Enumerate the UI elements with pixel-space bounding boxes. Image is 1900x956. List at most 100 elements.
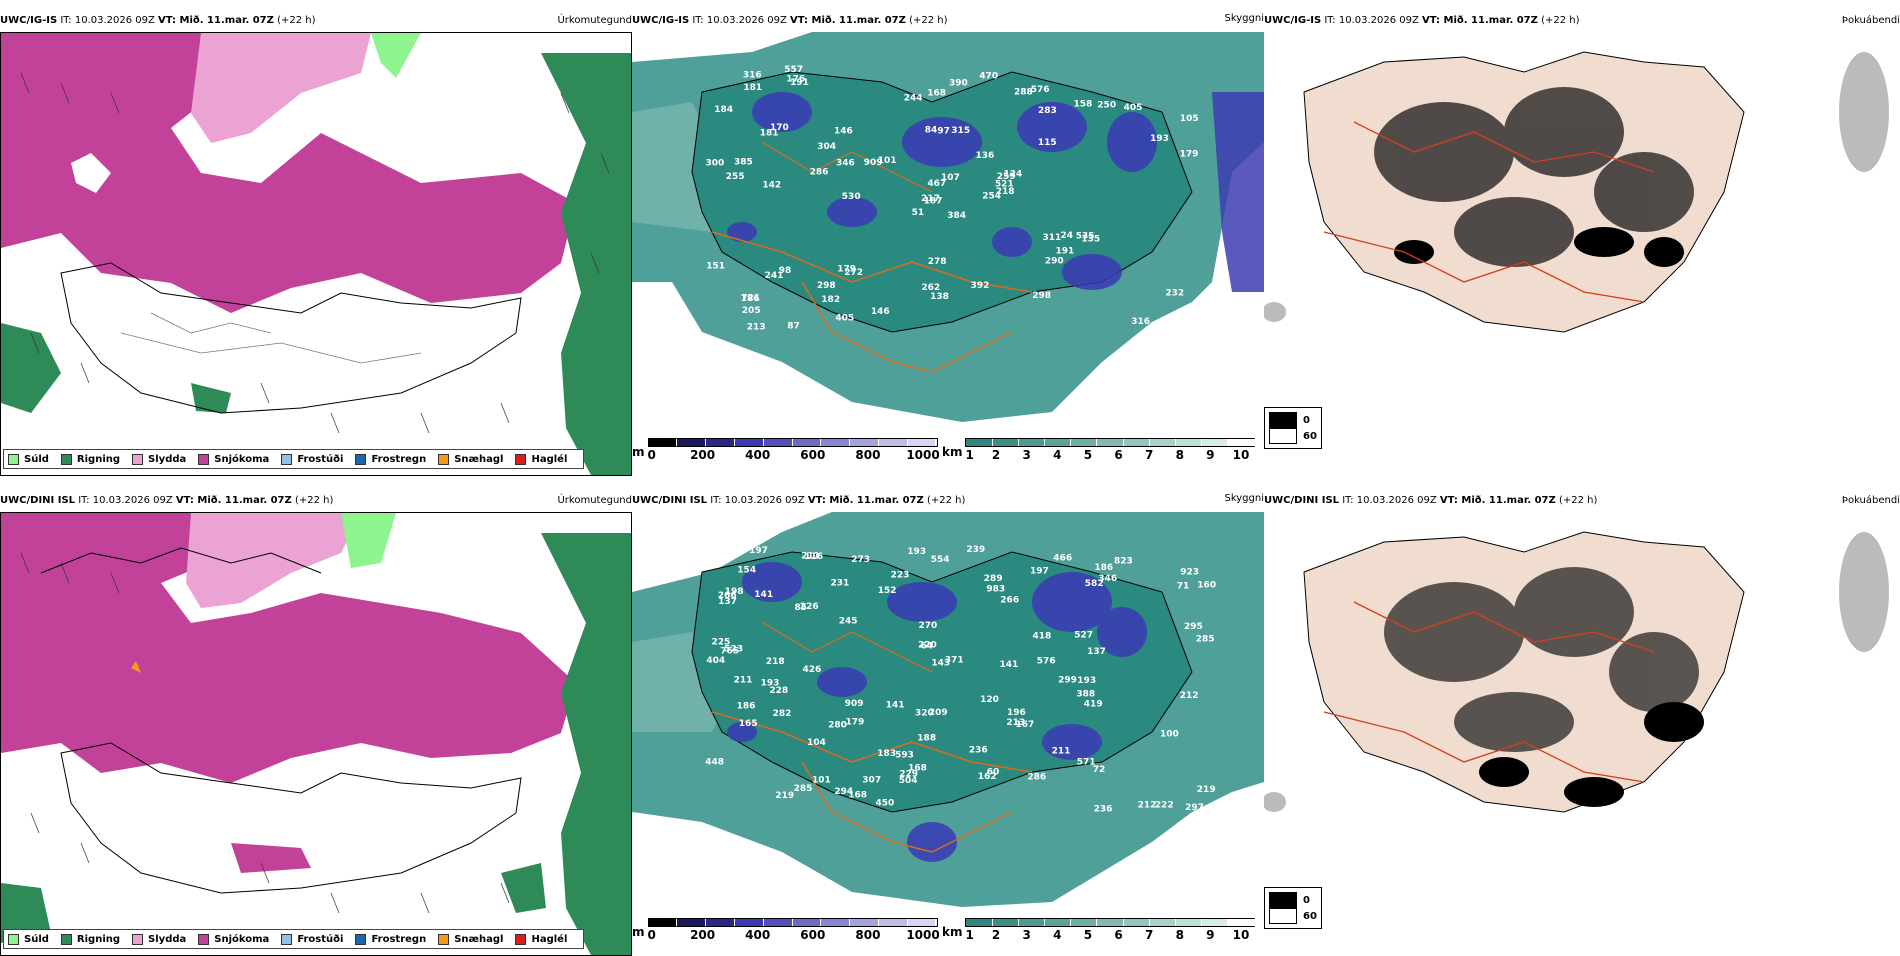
cloud-base-label: 154 [737, 565, 756, 575]
cloud-base-label: 98 [779, 266, 792, 276]
precip-panel-igis: UWC/IG-IS IT: 10.03.2026 09Z VT: Mið. 11… [0, 14, 632, 476]
fog-roads [1323, 711, 1645, 783]
colorbar-tick: 800 [855, 448, 881, 462]
precip-type-legend: Súld Rigning Slydda Snjókoma Frostúði Fr… [3, 449, 585, 469]
panel-title: Skyggni [1224, 493, 1264, 504]
colorbar-segment [1202, 919, 1229, 926]
fog-roads [1323, 231, 1645, 303]
rain-area-east [541, 533, 631, 955]
colorbar-tick: 600 [800, 928, 826, 942]
panel-header: UWC/IG-IS IT: 10.03.2026 09Z VT: Mið. 11… [0, 15, 316, 26]
colorbar-segment [1228, 439, 1255, 446]
visibility-colorbar: km 1 2 3 4 5 6 7 8 9 10 [942, 438, 1256, 462]
fog-panel-dini: UWC/DINI ISL IT: 10.03.2026 09Z VT: Mið.… [1264, 494, 1900, 944]
cloud-base-label: 467 [927, 179, 946, 189]
cloud-base-label: 141 [754, 590, 773, 600]
colorbar-tick: 1 [965, 928, 974, 942]
cloud-base-label: 176 [786, 75, 805, 85]
cloud-base-labels: 384 181 187 721 259 272 576 315 283 254 191 207 142 1… [706, 65, 1199, 332]
legend-item-drizzle: Súld [8, 933, 49, 945]
snow-area [1, 513, 576, 783]
colorbar-tick: 6 [1114, 928, 1123, 942]
cloud-base-label: 909 [864, 158, 883, 168]
colorbar-tick: 1000 [906, 448, 940, 462]
cloud-base-label: 51 [912, 208, 925, 218]
colorbar-tick: 3 [1022, 448, 1031, 462]
cloud-base-label: 228 [769, 686, 788, 696]
cloud-base-label: 212 [1138, 800, 1157, 810]
cloud-base-label: 162 [978, 772, 997, 782]
cloud-base-label: 211 [1052, 746, 1071, 756]
cloud-base-label: 191 [1056, 246, 1075, 256]
fog-indicator-map[interactable] [1264, 32, 1900, 436]
colorbar-segment [907, 439, 937, 446]
colorbar-tick: 0 [647, 928, 656, 942]
cloud-base-label: 193 [761, 679, 780, 689]
colorbar-segment [1071, 919, 1098, 926]
fog-legend-high: 0 [1269, 412, 1317, 428]
cloud-base-label: 168 [908, 764, 927, 774]
fog-legend-high: 0 [1269, 892, 1317, 908]
colorbar-segment [734, 919, 764, 926]
cloud-base-label: 222 [1155, 801, 1174, 811]
colorbar-segment [706, 439, 735, 446]
colorbar-segment [966, 439, 993, 446]
cloud-base-label: 346 [836, 158, 855, 168]
colorbar-segment [966, 919, 993, 926]
precip-map[interactable]: Súld Rigning Slydda Snjókoma Frostúði Fr… [0, 32, 632, 476]
cloud-base-label: 232 [1165, 289, 1184, 299]
cloud-base-label: 168 [848, 790, 867, 800]
fog-legend-low: 60 [1269, 908, 1317, 924]
cloud-base-label: 419 [1084, 699, 1103, 709]
cloud-base-label: 557 [784, 65, 803, 75]
colorbar-tick: 1000 [906, 928, 940, 942]
colorbar-segment [1149, 919, 1176, 926]
cloud-base-label: 300 [706, 159, 725, 169]
fog-indicator-map[interactable] [1264, 512, 1900, 916]
cloud-base-label: 316 [743, 71, 762, 81]
colorbar-segment [1228, 919, 1255, 926]
cloud-base-label: 212 [1180, 691, 1199, 701]
colorbar-segment [907, 919, 937, 926]
cloud-base-colorbar: m 0 200 400 600 800 1000 [632, 918, 940, 942]
panel-title: Úrkomutegund [557, 15, 632, 26]
colorbar-segment [763, 439, 793, 446]
cloud-base-label: 278 [928, 257, 947, 267]
cloud-base-label: 282 [773, 709, 792, 719]
colorbar-segment [850, 919, 879, 926]
colorbar-tick: 1 [965, 448, 974, 462]
panel-title: Úrkomutegund [557, 495, 632, 506]
cloud-visibility-map[interactable]: 384 181 187 721 259 272 576 315 283 254 191 207 142 1… [632, 32, 1264, 436]
colorbar-tick: 800 [855, 928, 881, 942]
cloud-base-label: 207 [1172, 317, 1191, 327]
cloud-base-label: 262 [921, 283, 940, 293]
colorbar-tick: 5 [1083, 928, 1093, 942]
cloud-base-label: 107 [941, 173, 960, 183]
colorbar-segment [1018, 439, 1046, 446]
legend-item-freezing-drizzle: Frostúði [281, 453, 343, 465]
cloud-base-label: 392 [971, 281, 990, 291]
cloud-base-label: 384 [947, 211, 966, 221]
cloud-visibility-map[interactable]: 404 554 527 923 266 212 193 266 270 823 371 419 193 1… [632, 512, 1264, 916]
colorbar-tick: 3 [1022, 928, 1031, 942]
legend-item-freezing-drizzle: Frostúði [281, 933, 343, 945]
cloud-base-label: 182 [821, 295, 840, 305]
colorbar-tick: 10 [1232, 448, 1250, 462]
colorbar-segment [1045, 439, 1072, 446]
cloud-base-label: 426 [803, 665, 822, 675]
cloud-base-label: 137 [718, 597, 737, 607]
cloud-base-label: 181 [743, 83, 762, 93]
cloud-base-label: 193 [907, 547, 926, 557]
colorbar-tick: 5 [1083, 448, 1093, 462]
legend-item-rain: Rigning [60, 933, 120, 945]
precip-map[interactable]: Súld Rigning Slydda Snjókoma Frostúði Fr… [0, 512, 632, 956]
cloud-base-label: 418 [1033, 631, 1052, 641]
colorbar-segment [992, 919, 1019, 926]
cloud-base-label: 184 [714, 105, 733, 115]
cloud-base-label: 146 [871, 307, 890, 317]
legend-item-rain: Rigning [60, 453, 120, 465]
sleet-area [186, 513, 361, 608]
cloud-base-label: 225 [712, 638, 731, 648]
colorbar-tick: 6 [1114, 448, 1123, 462]
cloud-base-label: 143 [931, 658, 950, 668]
